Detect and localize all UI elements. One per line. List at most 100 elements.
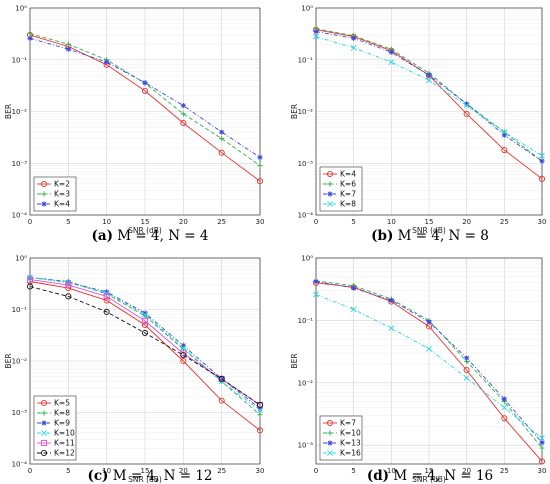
y-tick-label: 10⁻⁴	[12, 212, 28, 220]
data-point	[501, 396, 507, 402]
series-line	[29, 279, 261, 406]
data-point	[388, 325, 395, 332]
legend-box	[33, 395, 77, 461]
y-tick-label: 10⁻³	[12, 409, 28, 417]
data-point	[350, 44, 357, 51]
data-point	[180, 119, 187, 127]
y-axis-label: BER	[290, 104, 299, 119]
data-point	[65, 46, 71, 52]
panel-caption: (a) M = 4, N = 4	[91, 228, 208, 244]
data-point	[104, 59, 110, 65]
legend-marker	[327, 201, 333, 207]
x-tick-label: 0	[28, 467, 32, 475]
y-tick-label: 10⁻²	[298, 108, 314, 116]
data-point	[388, 297, 394, 303]
series-line	[29, 286, 261, 406]
y-tick-label: 10⁻⁴	[12, 461, 28, 469]
x-tick-label: 5	[351, 467, 355, 475]
x-tick-label: 0	[314, 218, 318, 226]
x-tick-label: 10	[387, 467, 396, 475]
data-point	[538, 458, 546, 465]
chart-panel-4: 10⁻³ 10⁻² 10⁻¹ 10⁰ 0 5 10 15 20 25 30 SNR (dB) BER K=…	[290, 255, 546, 484]
data-point	[501, 146, 508, 154]
data-point	[313, 278, 319, 285]
data-point	[538, 175, 546, 182]
data-point	[539, 445, 545, 451]
data-point	[388, 49, 394, 55]
data-point	[313, 33, 319, 40]
data-point	[426, 345, 432, 352]
data-point	[313, 291, 319, 298]
data-point	[141, 321, 149, 329]
x-tick-label: 15	[425, 218, 434, 226]
legend-label: K=8	[54, 409, 70, 418]
legend-marker	[41, 410, 47, 416]
legend-marker	[40, 180, 48, 188]
axes-frame	[29, 257, 261, 465]
data-point	[180, 111, 186, 117]
legend: K=2K=3K=4	[33, 176, 77, 212]
data-point	[141, 87, 149, 94]
x-tick-label: 5	[351, 218, 355, 226]
data-point	[463, 374, 470, 381]
series-K=8	[313, 33, 545, 159]
data-point	[65, 285, 72, 292]
series-K=4	[27, 35, 263, 160]
caption-letter: (d)	[367, 468, 389, 484]
x-tick-label: 10	[102, 467, 111, 475]
legend: K=5K=8K=9K=10K=11K=12	[33, 395, 77, 461]
panel-caption: (d) M = 4, N = 16	[367, 468, 493, 484]
data-point	[463, 367, 470, 374]
legend-marker	[41, 191, 47, 197]
legend-label: K=7	[340, 190, 356, 199]
x-tick-label: 30	[256, 218, 265, 226]
y-tick-label: 10⁻¹	[298, 317, 314, 325]
chart-panel-3: 10⁻⁴ 10⁻³ 10⁻² 10⁻¹ 10⁰ 0 5 10 15 20 25 30 SNR (dB) B…	[4, 255, 264, 484]
legend-label: K=5	[54, 399, 70, 408]
data-point	[257, 407, 263, 414]
legend-label: K=6	[340, 180, 356, 189]
y-axis-label: BER	[4, 104, 13, 119]
panel-caption: (b) M = 4, N = 8	[371, 228, 489, 244]
legend-label: K=9	[54, 419, 70, 428]
data-point	[103, 308, 110, 315]
y-tick-label: 10⁰	[15, 5, 27, 13]
data-point	[256, 427, 264, 434]
data-point	[539, 440, 545, 446]
axes-frame	[315, 7, 543, 216]
y-tick-label: 10⁻³	[298, 160, 314, 168]
x-tick-label: 15	[141, 467, 150, 475]
data-point	[26, 276, 34, 283]
x-tick-label: 15	[425, 467, 434, 475]
caption-letter: (c)	[87, 468, 108, 484]
legend-marker	[326, 170, 334, 178]
data-point	[501, 129, 508, 136]
caption-letter: (b)	[371, 228, 393, 244]
x-tick-label: 25	[500, 467, 509, 475]
series-K=13	[313, 278, 545, 446]
x-tick-label: 25	[217, 467, 226, 475]
data-point	[219, 135, 225, 142]
y-tick-label: 10⁰	[301, 5, 313, 13]
data-point	[103, 297, 110, 304]
chart-panel-1: 10⁻⁴ 10⁻³ 10⁻² 10⁻¹ 10⁰ 0 5 10 15 20 25 30 SNR (dB) B…	[4, 5, 264, 245]
data-point	[65, 41, 71, 47]
data-point	[257, 154, 263, 160]
data-point	[351, 285, 357, 291]
data-point	[464, 101, 470, 107]
x-tick-label: 10	[387, 218, 396, 226]
y-tick-label: 10⁻²	[298, 379, 314, 387]
data-point	[219, 129, 225, 135]
axes-frame	[315, 257, 543, 465]
data-point	[388, 59, 395, 66]
caption-letter: (a)	[91, 228, 113, 244]
data-point	[256, 401, 264, 409]
x-tick-label: 10	[102, 218, 111, 226]
x-axis-label: SNR (dB)	[412, 226, 446, 235]
data-point	[218, 397, 225, 404]
legend-label: K=12	[54, 449, 75, 458]
x-tick-label: 20	[462, 467, 471, 475]
data-point	[180, 344, 187, 351]
data-point	[539, 435, 545, 442]
